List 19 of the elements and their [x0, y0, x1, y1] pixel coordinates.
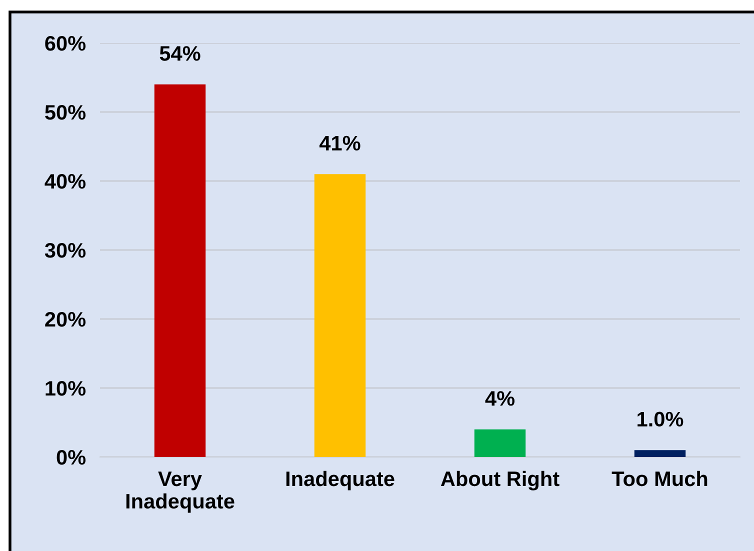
- y-tick-label: 0%: [56, 450, 86, 465]
- y-tick-label: 30%: [44, 243, 86, 258]
- x-tick-label: Very Inadequate: [126, 472, 234, 513]
- bar: [474, 429, 526, 457]
- y-tick-label: 10%: [46, 381, 86, 396]
- y-tick-label: 20%: [45, 312, 86, 327]
- x-tick-label: Too Much: [612, 470, 708, 486]
- data-label: 41%: [319, 136, 360, 150]
- bar: [154, 84, 206, 457]
- y-tick-label: 50%: [45, 105, 86, 120]
- bar: [314, 174, 366, 457]
- y-tick-label: 60%: [45, 36, 86, 51]
- y-tick-label: 40%: [44, 174, 86, 189]
- data-label: 4%: [485, 391, 515, 406]
- x-tick-label: Inadequate: [286, 470, 394, 490]
- data-label: 54%: [160, 46, 200, 61]
- x-tick-label: About Right: [440, 470, 560, 490]
- bar: [634, 450, 686, 457]
- data-label: 1.0%: [638, 412, 684, 427]
